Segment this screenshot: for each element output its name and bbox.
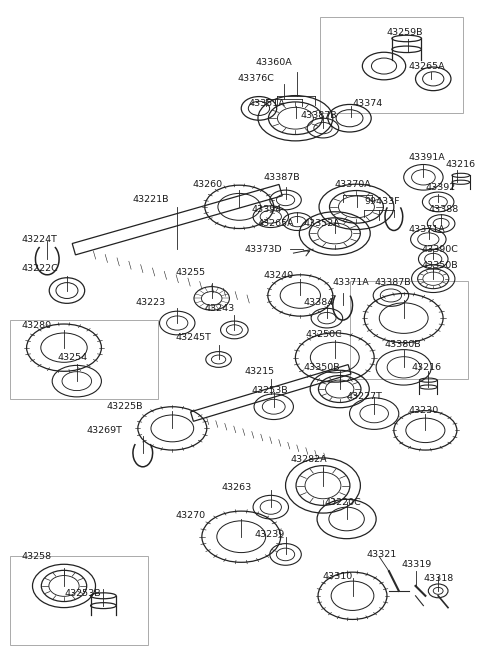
Text: 43269T: 43269T <box>87 426 122 435</box>
Text: 43387B: 43387B <box>300 111 337 120</box>
Text: 43223: 43223 <box>136 298 166 307</box>
Text: 43374: 43374 <box>352 99 383 108</box>
Text: 43263: 43263 <box>222 483 252 492</box>
Text: 43243: 43243 <box>205 304 235 312</box>
Text: 43350B: 43350B <box>421 262 458 270</box>
Text: 43319: 43319 <box>402 560 432 569</box>
Text: 43222C: 43222C <box>22 264 59 273</box>
Text: 43240: 43240 <box>264 271 294 281</box>
Text: 43224T: 43224T <box>22 235 58 244</box>
Text: 43265A: 43265A <box>258 219 295 228</box>
Text: 43280: 43280 <box>22 320 52 329</box>
Text: 43215: 43215 <box>244 367 274 376</box>
Text: 43216: 43216 <box>411 363 442 372</box>
Text: 43394: 43394 <box>251 205 281 214</box>
Text: 43384: 43384 <box>303 298 334 307</box>
Text: 43388: 43388 <box>428 205 458 214</box>
Text: 43387B: 43387B <box>374 278 411 287</box>
Text: 43321: 43321 <box>366 550 396 559</box>
Text: 43387B: 43387B <box>264 173 300 182</box>
Text: 43220C: 43220C <box>325 498 362 506</box>
Text: 43255: 43255 <box>175 268 205 277</box>
Text: 43310: 43310 <box>323 572 353 581</box>
Text: 43250C: 43250C <box>305 330 342 339</box>
Text: 43259B: 43259B <box>387 28 423 37</box>
Text: 43376C: 43376C <box>238 74 275 83</box>
Text: 43390C: 43390C <box>421 245 458 254</box>
Text: 43371A: 43371A <box>333 278 370 287</box>
Text: 43371A: 43371A <box>408 225 445 234</box>
Text: 43253B: 43253B <box>251 387 288 395</box>
Text: 43216: 43216 <box>445 160 475 169</box>
Text: 43392: 43392 <box>425 183 456 191</box>
Text: 43318: 43318 <box>423 574 454 583</box>
Text: 43370A: 43370A <box>335 180 372 189</box>
Text: 43221B: 43221B <box>133 195 169 204</box>
Text: 43270: 43270 <box>175 510 205 519</box>
Text: 43253B: 43253B <box>64 589 101 598</box>
Text: 43282A: 43282A <box>290 456 327 464</box>
Text: 43225B: 43225B <box>107 402 143 411</box>
Text: 43360A: 43360A <box>255 57 292 66</box>
Text: 43230: 43230 <box>408 406 439 415</box>
Text: 43391A: 43391A <box>408 153 445 162</box>
Text: 99433F: 99433F <box>364 197 400 206</box>
Text: 43258: 43258 <box>22 552 52 561</box>
Text: 43380B: 43380B <box>384 340 420 349</box>
Text: 43265A: 43265A <box>408 62 445 70</box>
Text: 43245T: 43245T <box>175 333 211 342</box>
Text: 43254: 43254 <box>57 353 87 362</box>
Text: 43351A: 43351A <box>248 99 285 108</box>
Text: 43227T: 43227T <box>347 393 383 402</box>
Text: 43260: 43260 <box>192 180 222 189</box>
Text: 43239: 43239 <box>254 530 284 539</box>
Text: 43373D: 43373D <box>244 245 282 254</box>
Text: 43352A: 43352A <box>303 219 340 228</box>
Text: 43350B: 43350B <box>303 363 340 372</box>
